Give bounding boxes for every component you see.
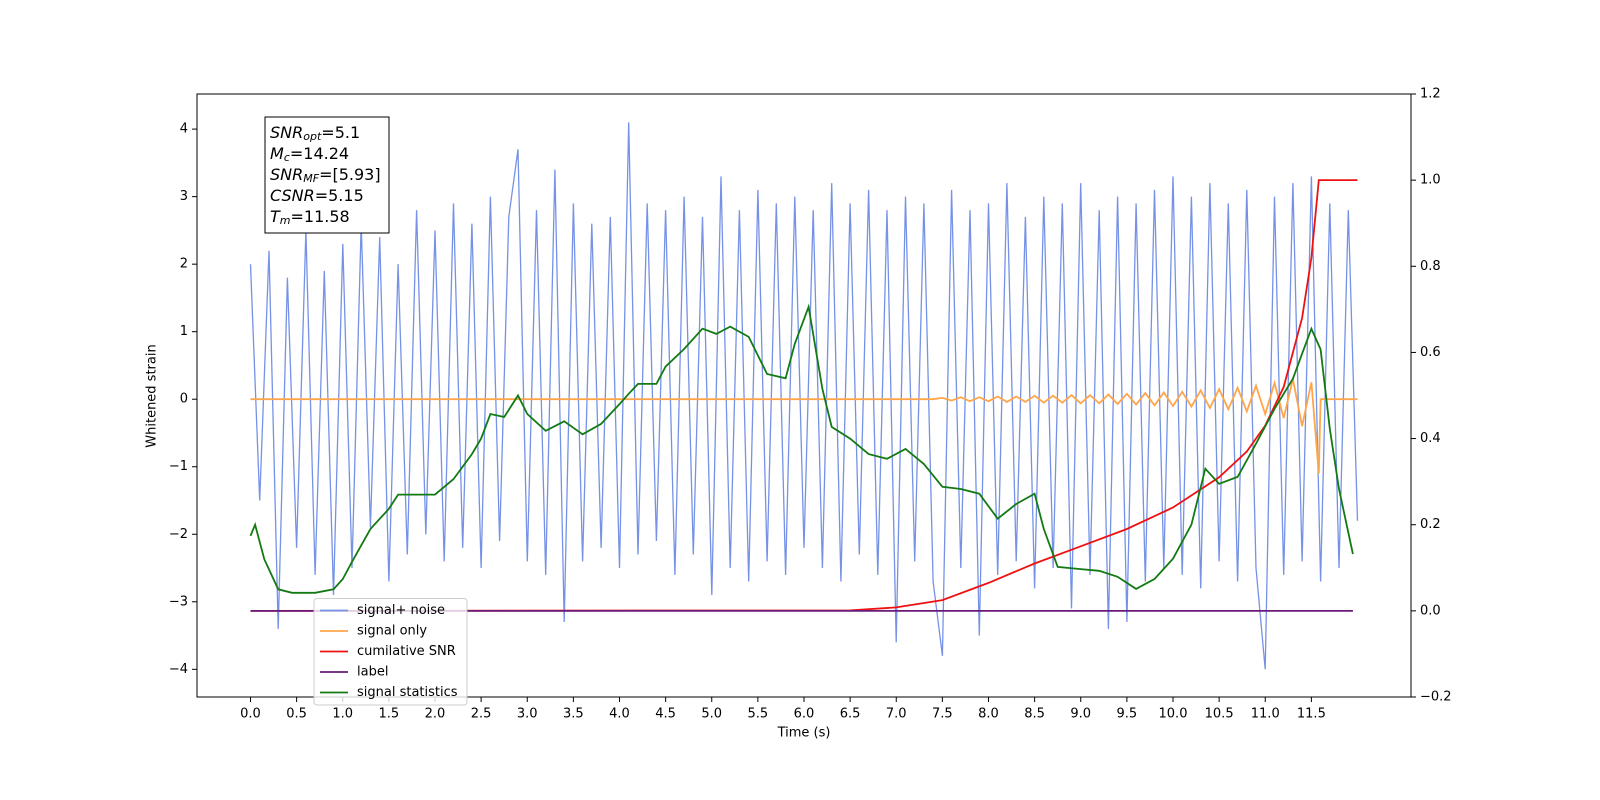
series-line [249, 303, 1354, 594]
x-tick-label: 4.5 [655, 707, 676, 722]
y-tick-label: −2 [169, 527, 188, 542]
annotation-name: SNR [270, 165, 303, 184]
y2-tick-label: 0.6 [1420, 345, 1441, 360]
annotation-line: SNRopt=5.1 [270, 123, 360, 144]
x-tick-label: 4.0 [609, 707, 630, 722]
x-tick-label: 6.0 [794, 707, 815, 722]
x-tick-label: 6.5 [840, 707, 861, 722]
x-tick-label: 5.0 [701, 707, 722, 722]
x-tick-label: 11.0 [1251, 707, 1280, 722]
y2-tick-label: 1.2 [1420, 87, 1441, 102]
annotation-subscript: c [284, 151, 290, 164]
x-tick-label: 1.0 [332, 707, 353, 722]
x-tick-label: 2.5 [471, 707, 492, 722]
annotation-value: =5.1 [321, 123, 360, 142]
x-tick-label: 0.0 [240, 707, 261, 722]
y2-tick-label: 0.8 [1420, 259, 1441, 274]
annotation-line: SNRMF=[5.93] [270, 165, 381, 186]
y-axis-label: Whitened strain [145, 344, 160, 447]
legend-label: signal only [357, 624, 427, 639]
x-tick-label: 9.5 [1117, 707, 1138, 722]
x-axis-label: Time (s) [777, 726, 831, 741]
annotation-subscript: MF [303, 172, 319, 185]
series-line [249, 122, 1359, 670]
annotation-subscript: m [280, 214, 291, 227]
annotation-line: Tm=11.58 [270, 207, 350, 228]
x-tick-label: 10.0 [1159, 707, 1188, 722]
x-tick-label: 10.5 [1205, 707, 1234, 722]
x-tick-label: 8.5 [1024, 707, 1045, 722]
annotation-line: Mc=14.24 [270, 144, 349, 165]
annotation-value: =14.24 [290, 144, 349, 163]
x-tick-label: 2.0 [425, 707, 446, 722]
annotation-name: SNR [270, 123, 303, 142]
y-tick-label: 3 [180, 189, 188, 204]
y-tick-label: 4 [180, 122, 188, 137]
y-tick-label: −4 [169, 662, 188, 677]
y-tick-label: 1 [180, 324, 188, 339]
y2-tick-label: 0.0 [1420, 603, 1441, 618]
x-tick-label: 9.0 [1070, 707, 1091, 722]
annotation-box [264, 116, 390, 234]
legend-label: signal+ noise [357, 603, 445, 618]
annotation-line: CSNR=5.15 [270, 186, 364, 205]
y-tick-label: −1 [169, 459, 188, 474]
x-tick-label: 7.0 [886, 707, 907, 722]
legend-label: label [357, 665, 388, 680]
x-tick-label: 3.0 [517, 707, 538, 722]
series-line [250, 378, 1358, 474]
annotation-subscript: opt [303, 130, 322, 143]
x-tick-label: 11.5 [1297, 707, 1326, 722]
x-tick-label: 5.5 [748, 707, 769, 722]
y2-tick-label: 0.2 [1420, 517, 1441, 532]
y-tick-label: 2 [180, 257, 188, 272]
legend-label: signal statistics [357, 685, 458, 700]
x-tick-label: 8.0 [978, 707, 999, 722]
annotation-name: CSNR [270, 186, 315, 205]
x-tick-label: 7.5 [932, 707, 953, 722]
legend-label: cumilative SNR [357, 644, 456, 659]
legend-box [313, 598, 468, 706]
annotation-name: M [270, 144, 284, 163]
x-tick-label: 3.5 [563, 707, 584, 722]
y-tick-label: 0 [180, 392, 188, 407]
annotation-name: T [270, 207, 281, 226]
annotation-value: =5.15 [315, 186, 364, 205]
y-tick-label: −3 [169, 594, 188, 609]
series-line [250, 179, 1358, 612]
annotation-value: =[5.93] [319, 165, 381, 184]
y2-tick-label: −0.2 [1420, 690, 1452, 705]
y2-tick-label: 1.0 [1420, 173, 1441, 188]
x-tick-label: 1.5 [379, 707, 400, 722]
x-tick-label: 0.5 [286, 707, 307, 722]
annotation-value: =11.58 [291, 207, 350, 226]
y2-tick-label: 0.4 [1420, 431, 1441, 446]
